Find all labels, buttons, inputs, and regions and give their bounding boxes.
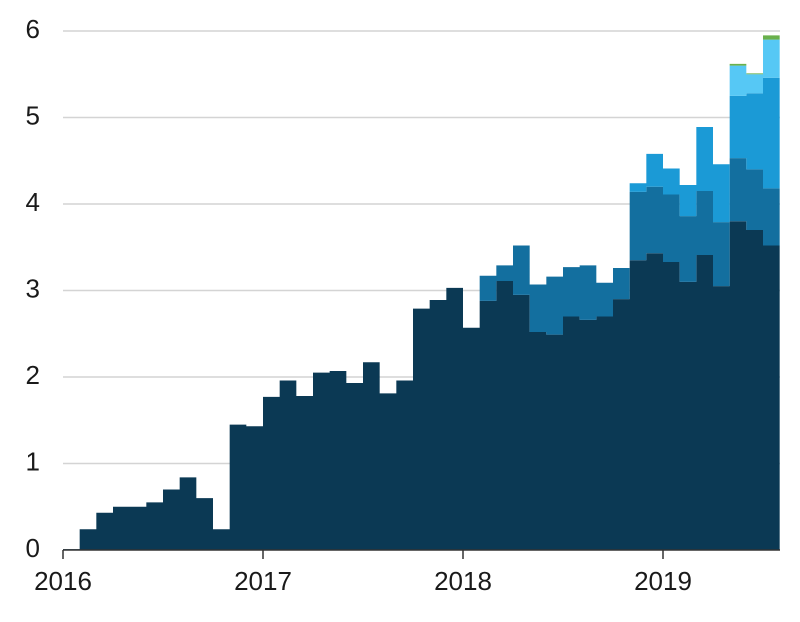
y-tick-label: 5 (26, 100, 40, 130)
x-tick-label: 2017 (234, 566, 292, 596)
x-tick-label: 2018 (434, 566, 492, 596)
series-area-1 (63, 221, 780, 551)
y-tick-label: 2 (26, 360, 40, 390)
x-tick-label: 2019 (634, 566, 692, 596)
y-tick-label: 3 (26, 273, 40, 303)
stacked-areas (63, 35, 780, 551)
y-tick-label: 0 (26, 533, 40, 563)
axes (62, 549, 780, 559)
y-tick-label: 4 (26, 187, 40, 217)
y-tick-label: 6 (26, 14, 40, 44)
x-tick-label: 2016 (34, 566, 92, 596)
series-area-2 (63, 158, 780, 550)
y-tick-label: 1 (26, 446, 40, 476)
tick-labels: 0 1 2 3 4 5 6 2016 2017 2018 2019 (26, 14, 692, 596)
